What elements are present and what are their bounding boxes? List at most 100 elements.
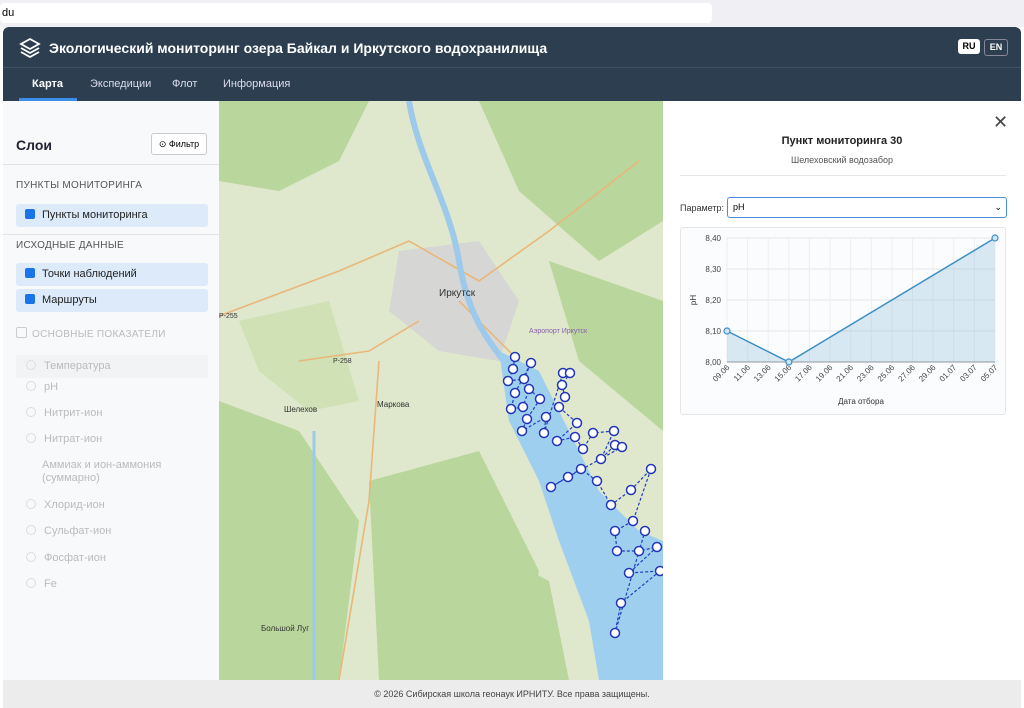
app-title: Экологический мониторинг озера Байкал и … <box>49 40 548 56</box>
x-tick-label: 19.06 <box>814 363 835 384</box>
layer-toggle[interactable]: Точки наблюдений <box>16 263 208 286</box>
monitoring-point <box>623 567 635 579</box>
monitoring-point <box>616 441 628 453</box>
filter-button[interactable]: ⊙ Фильтр <box>151 133 207 155</box>
indicator-option[interactable]: Хлорид-ион <box>16 499 208 511</box>
panel-subtitle: Шелеховский водозабор <box>790 155 894 165</box>
layer-toggle[interactable]: Маршруты <box>16 289 208 312</box>
indicator-option[interactable]: Фосфат-ион <box>16 552 208 564</box>
map-label: Маркова <box>377 400 410 409</box>
monitoring-point <box>507 363 519 375</box>
indicator-label: Сульфат-ион <box>44 525 112 537</box>
monitoring-point <box>523 383 535 395</box>
indicator-option[interactable]: Fe <box>16 578 208 590</box>
monitoring-point <box>538 427 550 439</box>
select-value: pH <box>733 202 745 212</box>
monitoring-point <box>540 411 552 423</box>
monitoring-point <box>534 393 546 405</box>
monitoring-point <box>502 375 514 387</box>
monitoring-point <box>608 425 620 437</box>
monitoring-point <box>633 545 645 557</box>
y-axis-title: pH <box>689 295 698 305</box>
tab[interactable]: Карта <box>32 78 64 90</box>
section-title: ПУНКТЫ МОНИТОРИНГА <box>16 180 143 191</box>
section-toggle[interactable]: ОСНОВНЫЕ ПОКАЗАТЕЛИ <box>16 327 166 340</box>
map[interactable]: Иркутск Шелехов Маркова Большой Луг Р-25… <box>219 101 663 680</box>
indicator-label: Нитрат-ион <box>44 433 103 445</box>
x-tick-label: 03.07 <box>958 363 979 384</box>
x-tick-label: 01.07 <box>938 363 959 384</box>
close-button[interactable]: ✕ <box>993 112 1009 132</box>
indicator-label: Аммиак и ион-аммония (суммарно) <box>42 459 162 484</box>
browser-toolbar: du <box>0 0 1024 27</box>
indicator-option[interactable]: Нитрат-ион <box>16 433 208 445</box>
section-title: ОСНОВНЫЕ ПОКАЗАТЕЛИ <box>32 329 166 340</box>
monitoring-point <box>509 387 521 399</box>
monitoring-point <box>645 463 657 475</box>
indicator-label: Fe <box>44 578 57 590</box>
monitoring-point <box>551 435 563 447</box>
monitoring-point <box>611 545 623 557</box>
map-label: Иркутск <box>439 288 476 299</box>
detail-panel: ✕ Пункт мониторинга 30 Шелеховский водоз… <box>663 101 1021 680</box>
layer-toggle[interactable]: Пункты мониторинга <box>16 204 208 227</box>
monitoring-point <box>625 484 637 496</box>
parameter-select[interactable]: pH ⌄ <box>727 197 1007 218</box>
monitoring-point <box>559 391 571 403</box>
indicator-option[interactable]: Температура <box>16 355 208 378</box>
monitoring-point <box>577 443 589 455</box>
map-label: Р-255 <box>219 313 238 320</box>
monitoring-point <box>571 417 583 429</box>
indicator-label: Нитрит-ион <box>44 407 103 419</box>
indicator-option[interactable]: pH <box>16 381 208 393</box>
indicator-label: Фосфат-ион <box>44 552 106 564</box>
monitoring-point <box>525 357 537 369</box>
y-tick-label: 8,00 <box>705 358 721 367</box>
panel-title: Пункт мониторинга 30 <box>781 135 903 147</box>
map-label: Большой Луг <box>261 624 309 633</box>
monitoring-point <box>553 401 565 413</box>
indicator-option[interactable]: Нитрит-ион <box>16 407 208 419</box>
sidebar: Слои ⊙ Фильтр ПУНКТЫ МОНИТОРИНГА Пункты … <box>3 101 219 680</box>
footer: © 2026 Сибирская школа геонаук ИРНИТУ. В… <box>3 680 1021 708</box>
address-bar[interactable]: du <box>0 3 712 23</box>
filter-label: Фильтр <box>168 139 200 149</box>
map-label: Р-258 <box>333 358 352 365</box>
x-tick-label: 29.06 <box>917 363 938 384</box>
parameter-label: Параметр: <box>680 203 725 213</box>
layer-label: Маршруты <box>42 294 97 306</box>
tab[interactable]: Флот <box>172 78 198 90</box>
monitoring-point <box>575 463 587 475</box>
lang-button[interactable]: RU <box>958 39 980 54</box>
indicator-option[interactable]: Аммиак и ион-аммония (суммарно) <box>16 459 192 485</box>
indicator-label: Хлорид-ион <box>44 499 105 511</box>
route <box>507 356 662 634</box>
x-tick-label: 21.06 <box>835 363 856 384</box>
indicator-label: pH <box>44 381 59 393</box>
section-title: ИСХОДНЫЕ ДАННЫЕ <box>16 240 124 251</box>
tab[interactable]: Экспедиции <box>90 78 152 90</box>
monitoring-point <box>595 453 607 465</box>
monitoring-point <box>517 401 529 413</box>
x-tick-label: 23.06 <box>855 363 876 384</box>
logo <box>19 37 41 59</box>
monitoring-point <box>556 379 568 391</box>
monitoring-point <box>518 373 530 385</box>
monitoring-point <box>509 351 521 363</box>
indicator-option[interactable]: Сульфат-ион <box>16 525 208 537</box>
y-tick-label: 8,10 <box>705 327 721 336</box>
x-tick-label: 11.06 <box>732 363 752 383</box>
monitoring-point <box>521 413 533 425</box>
lang-button[interactable]: EN <box>984 39 1008 56</box>
x-axis-title: Дата отбора <box>838 397 884 406</box>
monitoring-point <box>627 515 639 527</box>
area <box>727 238 995 362</box>
tab[interactable]: Информация <box>223 78 291 90</box>
indicator-label: Температура <box>44 360 111 372</box>
monitoring-point <box>639 525 651 537</box>
map-label: Аэропорт Иркутск <box>529 328 588 335</box>
point <box>991 234 999 242</box>
monitoring-point <box>569 431 581 443</box>
